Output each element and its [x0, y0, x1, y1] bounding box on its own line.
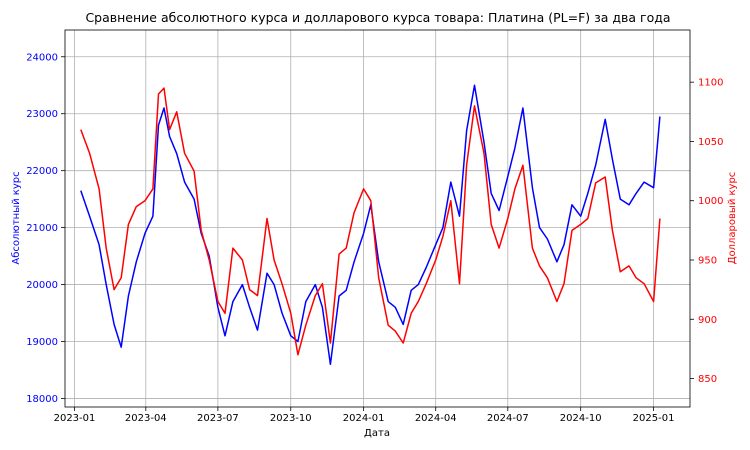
y-left-tick-label: 20000: [26, 280, 58, 291]
y-right-tick-label: 900: [698, 315, 717, 326]
y-right-tick-label: 850: [698, 374, 717, 385]
series-lines: [80, 84, 661, 366]
y-axis-left: 18000 19000 20000 21000 22000 23000 24000: [26, 52, 65, 405]
y-axis-left-label: Абсолютный курс: [11, 171, 22, 264]
x-axis-label: Дата: [364, 428, 390, 439]
y-right-tick-label: 1050: [698, 137, 723, 148]
left-series-line: [80, 84, 661, 366]
y-left-tick-label: 21000: [26, 223, 58, 234]
x-tick-label: 2023-10: [270, 413, 312, 424]
x-axis: 2023-01 2023-04 2023-07 2023-10 2024-01 2024-…: [54, 407, 675, 424]
x-tick-label: 2023-04: [125, 413, 167, 424]
grid: [65, 30, 690, 407]
y-left-tick-label: 19000: [26, 337, 58, 348]
y-right-tick-label: 1000: [698, 196, 723, 207]
chart-title: Сравнение абсолютного курса и долларовог…: [85, 10, 670, 25]
y-left-tick-label: 18000: [26, 394, 58, 405]
plot-frame: [64, 29, 691, 408]
right-series-line: [80, 87, 661, 356]
x-tick-label: 2024-04: [415, 413, 457, 424]
y-right-tick-label: 950: [698, 255, 717, 266]
x-tick-label: 2024-01: [343, 413, 385, 424]
x-tick-label: 2024-07: [487, 413, 529, 424]
x-tick-label: 2025-01: [633, 413, 675, 424]
y-axis-right-label: Долларовый курс: [727, 172, 738, 265]
y-left-tick-label: 23000: [26, 109, 58, 120]
y-right-tick-label: 1100: [698, 78, 723, 89]
y-left-tick-label: 22000: [26, 166, 58, 177]
y-axis-right: 850 900 950 1000 1050 1100: [690, 78, 723, 385]
x-tick-label: 2023-07: [197, 413, 239, 424]
y-left-tick-label: 24000: [26, 52, 58, 63]
x-tick-label: 2023-01: [54, 413, 96, 424]
x-tick-label: 2024-10: [560, 413, 602, 424]
